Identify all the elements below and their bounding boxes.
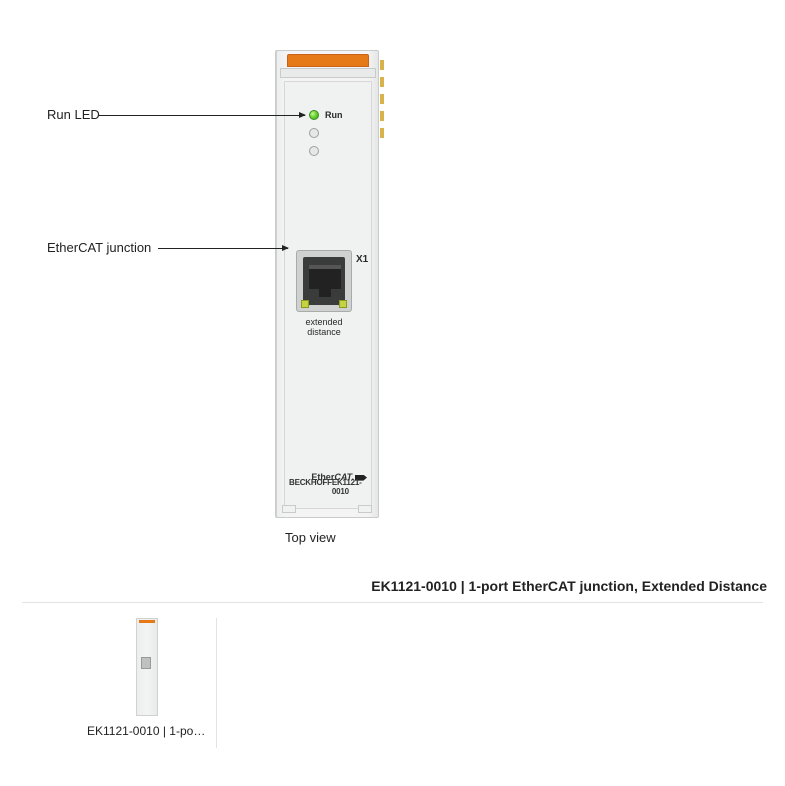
leader-run-led-icon [99, 115, 305, 116]
thumbnail-device-icon [136, 618, 158, 716]
device-id-line: BECKHOFF EK1121-0010 [289, 478, 367, 496]
foot-notch-icon [358, 505, 372, 513]
figure-title: EK1121-0010 | 1-port EtherCAT junction, … [371, 578, 767, 594]
callout-ethercat-junction: EtherCAT junction [47, 240, 151, 255]
thumbnail[interactable]: EK1121-0010 | 1-port ... [87, 618, 207, 738]
device-top-rail-icon [280, 68, 376, 78]
status-led-2 [309, 128, 319, 138]
model-label: EK1121-0010 [332, 478, 367, 496]
led-icon [309, 146, 319, 156]
run-led-label: Run [325, 110, 343, 120]
run-led-icon [309, 110, 319, 120]
rj45-port-icon [296, 250, 352, 312]
port-x1-label: X1 [356, 254, 368, 265]
status-led-3 [309, 146, 319, 156]
thumbnail-divider [216, 618, 217, 748]
callout-run-led: Run LED [47, 107, 100, 122]
diagram-canvas: Run X1 extended distance EtherCAT. [0, 0, 785, 786]
led-icon [309, 128, 319, 138]
device-front-panel: Run X1 extended distance EtherCAT. [284, 81, 372, 509]
device-module: Run X1 extended distance EtherCAT. [275, 50, 379, 518]
view-caption: Top view [285, 530, 336, 545]
run-led-row: Run [309, 110, 343, 120]
divider-line [22, 602, 763, 603]
device-top-tab-icon [287, 54, 369, 67]
brand-label: BECKHOFF [289, 478, 332, 496]
side-pins-icon [380, 60, 384, 145]
leader-ethercat-junction-icon [158, 248, 288, 249]
extended-distance-label: extended distance [301, 318, 347, 338]
thumbnail-caption: EK1121-0010 | 1-port ... [87, 724, 207, 738]
foot-notch-icon [282, 505, 296, 513]
